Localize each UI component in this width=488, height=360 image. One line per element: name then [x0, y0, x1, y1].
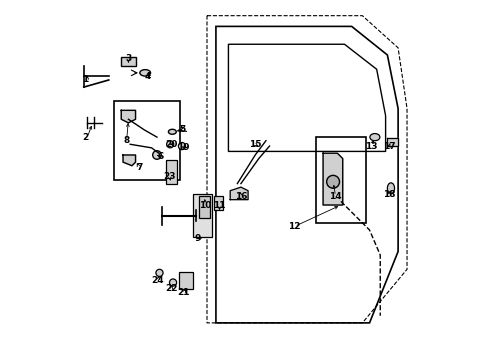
Polygon shape [230, 187, 247, 200]
Polygon shape [386, 138, 397, 146]
Text: 3: 3 [125, 54, 131, 63]
Circle shape [156, 269, 163, 276]
Text: 10: 10 [199, 201, 211, 210]
Text: 19: 19 [177, 143, 190, 152]
Bar [165, 160, 176, 184]
Text: 2: 2 [82, 132, 88, 141]
Text: 15: 15 [248, 140, 261, 149]
Bar [315, 137, 365, 223]
Text: 16: 16 [234, 192, 246, 201]
Ellipse shape [386, 183, 394, 194]
Bar [114, 102, 180, 180]
Text: 23: 23 [163, 172, 175, 181]
Text: 12: 12 [287, 222, 300, 231]
Bar [121, 57, 135, 66]
Bar [199, 196, 209, 217]
Circle shape [326, 175, 339, 188]
Ellipse shape [369, 134, 379, 141]
Text: 24: 24 [151, 275, 164, 284]
Text: 22: 22 [164, 284, 177, 293]
Text: 11: 11 [213, 201, 225, 210]
Circle shape [169, 279, 176, 286]
Polygon shape [121, 111, 135, 123]
Polygon shape [323, 153, 342, 205]
Text: 18: 18 [382, 190, 395, 199]
Text: 9: 9 [195, 234, 201, 243]
Circle shape [166, 141, 173, 148]
Text: 17: 17 [382, 141, 395, 150]
Ellipse shape [168, 129, 176, 134]
Text: 8: 8 [123, 136, 129, 145]
Text: 7: 7 [136, 163, 142, 172]
Circle shape [178, 143, 185, 150]
Polygon shape [123, 155, 135, 166]
Text: 6: 6 [157, 152, 163, 161]
Ellipse shape [140, 69, 150, 76]
Text: 20: 20 [165, 140, 177, 149]
Text: 4: 4 [144, 72, 151, 81]
Text: 21: 21 [177, 288, 190, 297]
Bar [214, 196, 223, 210]
Bar [192, 194, 212, 237]
Circle shape [152, 151, 161, 159]
Text: 1: 1 [82, 76, 88, 85]
Text: 14: 14 [328, 192, 341, 201]
Text: 5: 5 [179, 126, 185, 135]
Bar [179, 272, 193, 289]
Text: 13: 13 [365, 141, 377, 150]
